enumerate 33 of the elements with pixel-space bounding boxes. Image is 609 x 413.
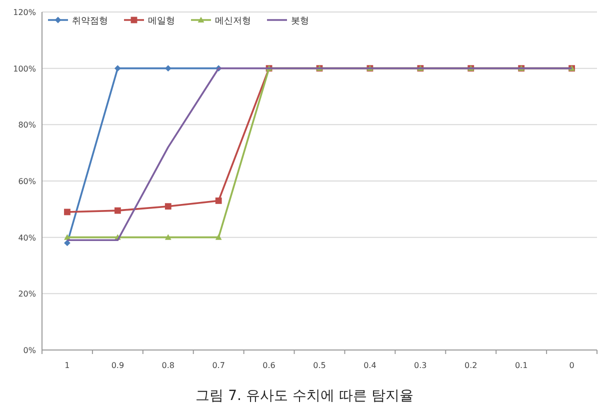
- y-tick-label: 100%: [13, 64, 36, 74]
- point: [164, 65, 172, 72]
- legend-label: 메신저형: [215, 16, 251, 26]
- y-tick-label: 20%: [18, 290, 36, 299]
- point: [215, 234, 222, 240]
- point: [114, 207, 121, 214]
- x-tick-label: 0.9: [111, 361, 124, 370]
- point: [164, 234, 172, 240]
- y-tick-label: 60%: [18, 177, 36, 186]
- y-tick-label: 120%: [13, 8, 36, 17]
- point: [114, 65, 121, 72]
- point: [215, 198, 222, 204]
- legend-label: 취약점형: [72, 16, 108, 26]
- point: [64, 234, 70, 240]
- y-tick-label: 80%: [18, 120, 36, 130]
- point: [64, 208, 70, 216]
- x-tick-label: 0.5: [313, 361, 326, 370]
- y-tick-label: 40%: [18, 233, 36, 242]
- point: [64, 240, 70, 246]
- y-tick-label: 0%: [23, 346, 36, 355]
- point: [164, 203, 172, 210]
- x-tick-label: 0.1: [514, 361, 528, 370]
- x-tick-label: 1: [64, 361, 70, 370]
- x-tick-label: 0.2: [464, 361, 478, 370]
- legend-label: 봇형: [291, 16, 309, 26]
- x-tick-label: 0.7: [212, 361, 225, 370]
- x-tick-label: 0.6: [262, 361, 276, 370]
- x-tick-label: 0: [569, 361, 574, 370]
- x-tick-label: 0.3: [414, 361, 427, 370]
- caption: 그림 7. 유사도 수치에 따른 탐지율: [196, 388, 414, 404]
- x-tick-label: 0.8: [162, 361, 175, 370]
- legend-label: 메일형: [148, 16, 175, 26]
- x-tick-label: 0.4: [364, 361, 376, 370]
